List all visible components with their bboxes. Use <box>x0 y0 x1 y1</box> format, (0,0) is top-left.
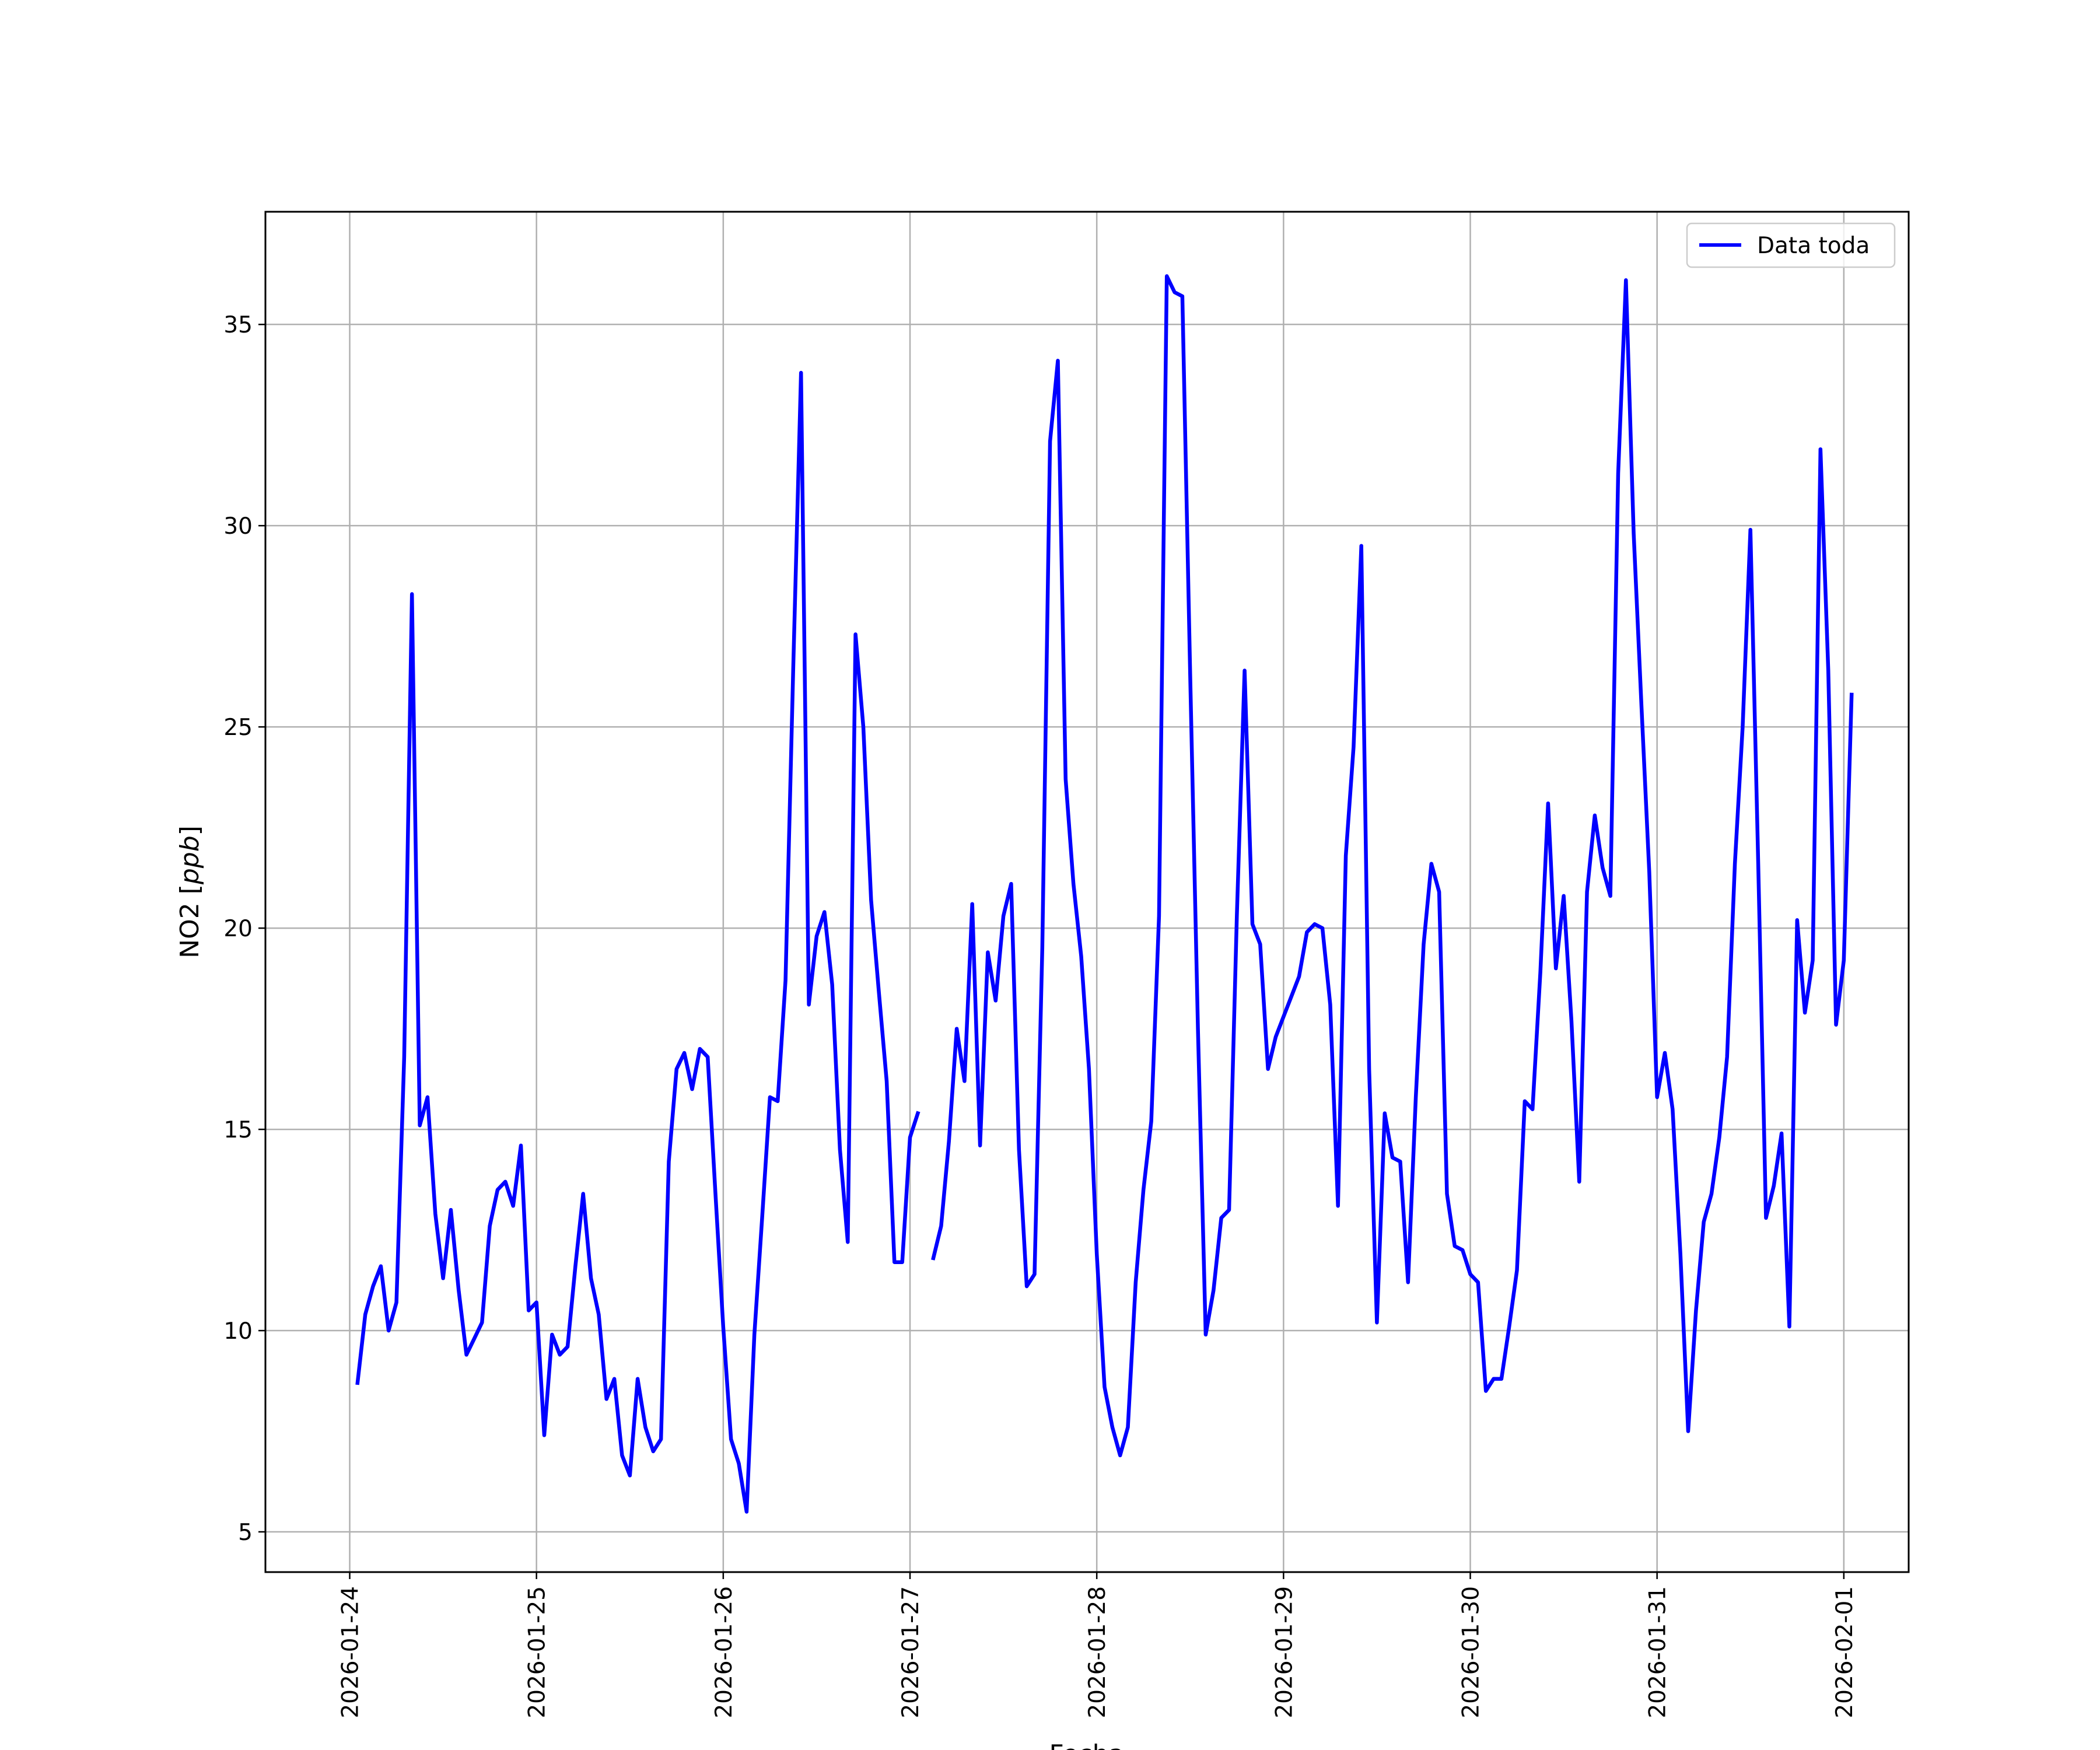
legend-box <box>1686 222 1896 268</box>
x-tick-label: 2026-01-28 <box>1084 1586 1111 1718</box>
legend: Data toda <box>1686 222 1896 268</box>
y-tick-label: 35 <box>223 312 253 338</box>
y-tick-label: 20 <box>223 916 253 942</box>
y-axis-label-prefix: NO2 [ <box>175 884 205 958</box>
x-axis-label: Fecha <box>1049 1740 1124 1750</box>
legend-label: Data toda <box>1757 233 1870 259</box>
x-tick-label: 2026-01-25 <box>524 1586 551 1718</box>
series-layer <box>355 274 1854 1514</box>
y-axis-label-suffix: ] <box>175 825 205 835</box>
x-tick-label: 2026-02-01 <box>1832 1586 1858 1718</box>
x-axis: 2026-01-24 2026-01-25 2026-01-26 2026-01-27… <box>338 1572 1858 1718</box>
x-tick-label: 2026-01-31 <box>1645 1586 1671 1718</box>
x-tick-label: 2026-01-24 <box>338 1586 364 1718</box>
y-tick-label: 15 <box>223 1117 253 1143</box>
y-tick-label: 25 <box>223 715 253 741</box>
y-axis-label-unit: ppb <box>175 835 205 885</box>
y-tick-label: 5 <box>238 1520 253 1546</box>
plot-area <box>265 212 1909 1572</box>
y-tick-label: 30 <box>223 513 253 540</box>
y-axis: 5 10 15 20 25 30 35 <box>223 312 265 1546</box>
y-tick-label: 10 <box>223 1318 253 1345</box>
x-tick-label: 2026-01-30 <box>1458 1586 1485 1718</box>
x-tick-label: 2026-01-27 <box>898 1586 924 1718</box>
series-line-data-toda <box>931 274 1854 1458</box>
x-tick-label: 2026-01-26 <box>711 1586 737 1718</box>
x-tick-label: 2026-01-29 <box>1271 1586 1297 1718</box>
plot-frame <box>264 211 1910 1573</box>
series-line-data-toda <box>355 370 921 1514</box>
y-axis-label: NO2 [ppb] <box>175 825 205 958</box>
